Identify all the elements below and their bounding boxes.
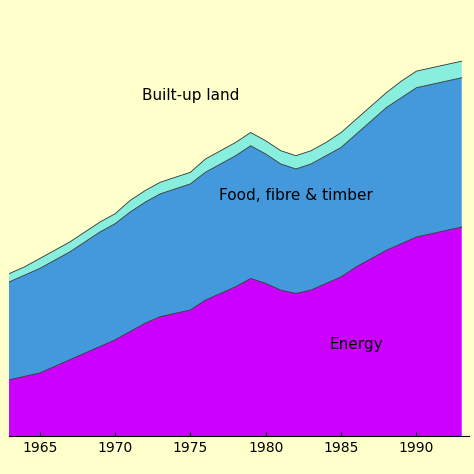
- Text: Built-up land: Built-up land: [142, 89, 239, 103]
- Text: Food, fibre & timber: Food, fibre & timber: [219, 188, 373, 203]
- Text: Energy: Energy: [329, 337, 383, 352]
